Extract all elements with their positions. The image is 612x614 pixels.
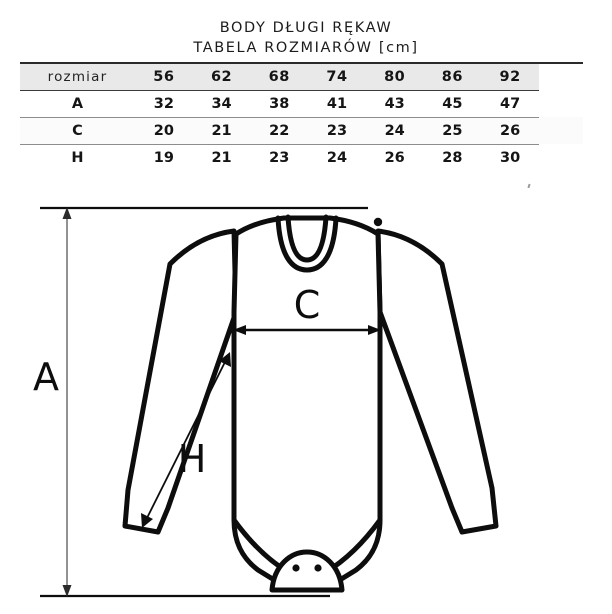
dimension-label-c: C: [294, 283, 321, 327]
cell-a-6: 47: [481, 90, 539, 118]
row-c-pad-cell: [539, 117, 583, 144]
cell-h-3: 24: [308, 144, 366, 171]
crotch-snap-dot-right: [314, 564, 322, 572]
dimension-label-a: A: [33, 355, 59, 399]
row-a-pad-cell: [539, 90, 583, 117]
collar-inner: [285, 214, 329, 263]
size-table: rozmiar 56 62 68 74 80 86 92 A 32 34 38: [20, 62, 583, 171]
cell-h-0: 19: [135, 144, 193, 171]
cell-a-2: 38: [250, 90, 309, 118]
cell-h-6: 30: [481, 144, 539, 171]
size-table-head: rozmiar 56 62 68 74 80 86 92: [20, 62, 583, 91]
header-size-0: 56: [135, 62, 193, 91]
dimension-h-arrow: [141, 352, 231, 528]
chart-title: BODY DŁUGI RĘKAW TABELA ROZMIARÓW [cm]: [0, 18, 612, 58]
cell-c-4: 24: [365, 117, 424, 145]
row-label-h: H: [20, 144, 135, 171]
cell-c-5: 25: [423, 117, 482, 145]
cell-a-4: 43: [365, 90, 424, 118]
cell-c-6: 26: [481, 117, 539, 145]
cell-a-3: 41: [308, 90, 366, 118]
bodysuit-outline: [122, 215, 499, 593]
header-size-4: 80: [365, 62, 424, 91]
cell-c-3: 23: [308, 117, 366, 145]
header-size-5: 86: [423, 62, 482, 91]
dimension-label-h: H: [178, 437, 207, 481]
row-h-pad-cell: [539, 144, 583, 171]
crotch-flap: [269, 549, 345, 593]
title-line-2: TABELA ROZMIARÓW [cm]: [193, 40, 419, 56]
cell-c-2: 22: [250, 117, 309, 145]
cell-a-0: 32: [135, 90, 193, 118]
cell-h-4: 26: [365, 144, 424, 171]
row-label-c: C: [20, 117, 135, 145]
cell-h-5: 28: [423, 144, 482, 171]
stray-speck: [527, 183, 531, 189]
dimension-c-arrow: [233, 325, 381, 335]
right-sleeve: [375, 228, 499, 535]
left-sleeve: [122, 228, 239, 535]
row-label-a: A: [20, 90, 135, 118]
collar-outer: [275, 215, 339, 273]
cell-a-5: 45: [423, 90, 482, 118]
cell-a-1: 34: [192, 90, 251, 118]
garment-diagram: A: [0, 190, 612, 614]
header-size-2: 68: [250, 62, 309, 91]
table-row: H 19 21 23 24 26 28 30: [20, 144, 583, 171]
header-label-rozmiar: rozmiar: [20, 62, 135, 91]
size-table-container: rozmiar 56 62 68 74 80 86 92 A 32 34 38: [20, 62, 583, 171]
header-pad-cell: [539, 62, 583, 90]
title-line-1: BODY DŁUGI RĘKAW: [219, 20, 393, 36]
header-size-3: 74: [308, 62, 366, 91]
torso: [231, 215, 383, 589]
dimension-a-arrow: [62, 207, 72, 597]
cell-h-1: 21: [192, 144, 251, 171]
cell-h-2: 23: [250, 144, 309, 171]
size-table-body: A 32 34 38 41 43 45 47 C 20 21 22 23 24: [20, 90, 583, 171]
table-row: C 20 21 22 23 24 25 26: [20, 117, 583, 145]
shoulder-snap-dot: [373, 217, 383, 227]
table-row: A 32 34 38 41 43 45 47: [20, 90, 583, 118]
collar: [275, 214, 339, 273]
crotch-snap-dot-left: [292, 564, 300, 572]
table-header-row: rozmiar 56 62 68 74 80 86 92: [20, 62, 583, 91]
header-size-6: 92: [481, 62, 539, 91]
header-size-1: 62: [192, 62, 251, 91]
cell-c-0: 20: [135, 117, 193, 145]
cell-c-1: 21: [192, 117, 251, 145]
